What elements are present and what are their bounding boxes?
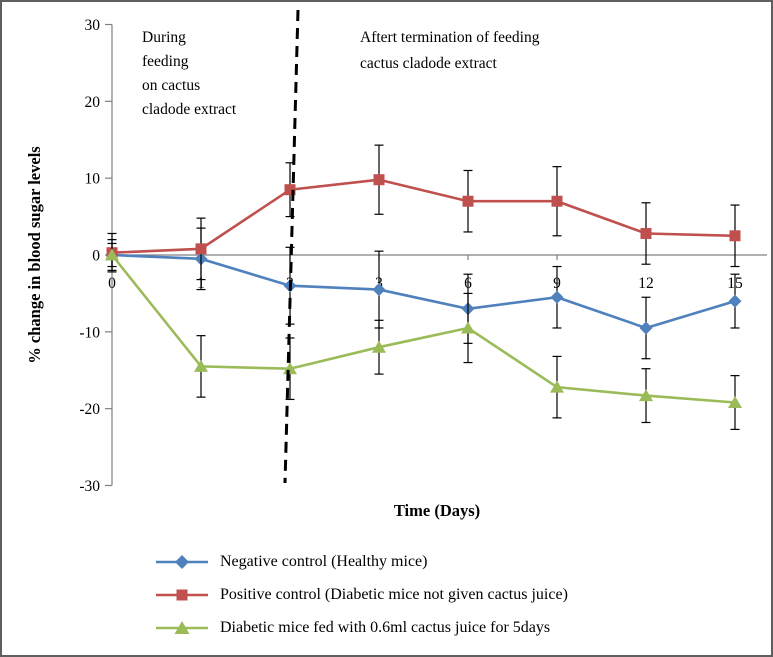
triangle-marker	[550, 380, 564, 393]
y-tick-label: 0	[92, 248, 100, 265]
diamond-marker	[372, 283, 386, 297]
series-line	[111, 253, 736, 330]
legend-label-cactus-fed: Diabetic mice fed with 0.6ml cactus juic…	[220, 619, 551, 636]
legend-key-diamond-icon	[156, 555, 208, 569]
series-0	[105, 227, 742, 360]
y-axis-title: % change in blood sugar levels	[25, 146, 44, 364]
triangle-marker	[105, 248, 119, 261]
legend-item-cactus-fed: Diabetic mice fed with 0.6ml cactus juic…	[154, 617, 568, 639]
legend-label-negative-control: Negative control (Healthy mice)	[220, 553, 428, 570]
legend-key-triangle-icon	[156, 621, 208, 634]
legend-label-positive-control: Positive control (Diabetic mice not give…	[220, 586, 568, 603]
square-marker	[551, 195, 563, 207]
y-tick-label: 10	[85, 171, 101, 188]
series-line	[111, 178, 736, 254]
triangle-marker	[461, 321, 475, 334]
x-tick-label: 12	[638, 275, 654, 292]
annotation-during-line4: cladode extract	[142, 101, 237, 118]
triangle-marker	[639, 389, 653, 402]
square-marker	[640, 227, 652, 239]
square-marker	[462, 195, 474, 207]
feeding-divider-line	[283, 9, 300, 484]
series-line	[110, 254, 736, 404]
annotation-after-line2: cactus cladode extract	[360, 55, 498, 72]
y-tick-label: -20	[79, 401, 100, 418]
legend-item-negative-control: Negative control (Healthy mice)	[154, 551, 568, 573]
x-tick-label: 0	[108, 275, 116, 292]
y-tick-label: 20	[85, 94, 101, 111]
series-2	[105, 239, 742, 431]
x-axis-title: Time (Days)	[394, 501, 480, 520]
y-tick-label: -30	[79, 478, 100, 495]
square-marker	[373, 174, 385, 186]
legend-key-square-icon	[156, 589, 208, 601]
annotation-during-line3: on cactus	[142, 77, 200, 94]
y-tick-label: 30	[85, 17, 101, 34]
legend-item-positive-control: Positive control (Diabetic mice not give…	[154, 584, 568, 606]
triangle-marker	[283, 362, 297, 375]
diamond-marker	[728, 294, 742, 308]
y-tick-label: -10	[79, 324, 100, 341]
triangle-marker	[728, 396, 742, 409]
annotation-during-line1: During	[142, 29, 186, 46]
plot-layer: -30-20-1001020300123691215	[79, 9, 767, 495]
annotation-during-line2: feeding	[142, 53, 189, 70]
annotation-after-line1: Aftert termination of feeding	[360, 29, 540, 46]
diamond-marker	[639, 321, 653, 335]
chart-legend: Negative control (Healthy mice) Positive…	[154, 551, 568, 639]
chart-canvas: During feeding on cactus cladode extract…	[25, 9, 767, 520]
diamond-marker	[550, 290, 564, 304]
triangle-marker	[372, 340, 386, 353]
triangle-marker	[194, 359, 208, 372]
square-marker	[195, 243, 207, 255]
square-marker	[729, 230, 741, 242]
square-marker	[284, 184, 296, 196]
